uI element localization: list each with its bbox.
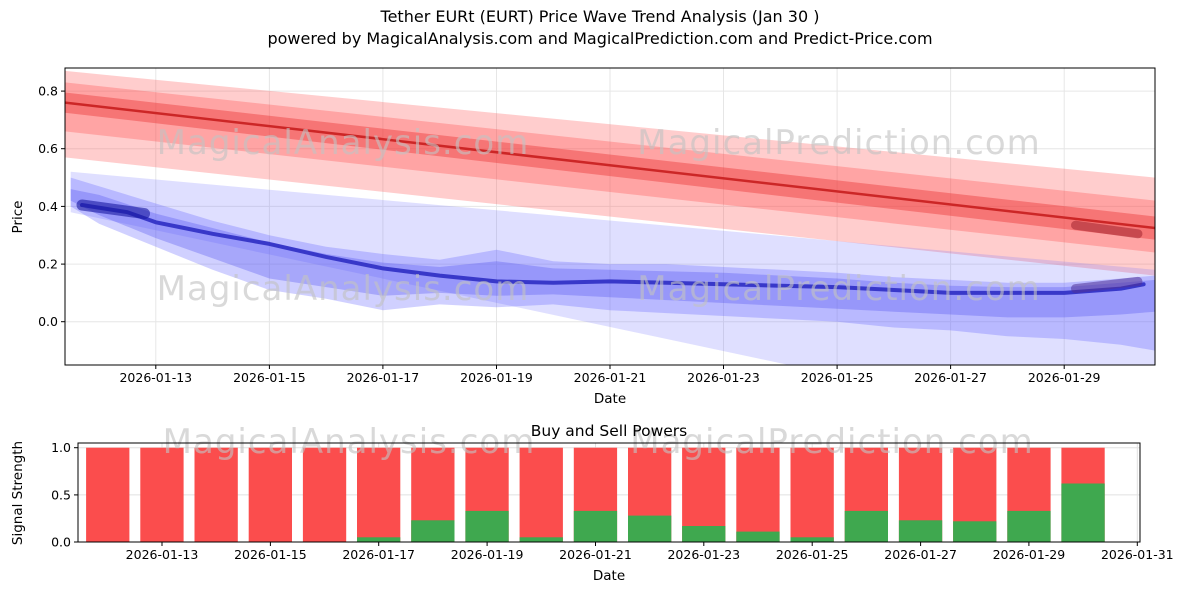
red-outer-band — [65, 70, 1155, 276]
sell-power-bar — [86, 447, 130, 542]
buy-power-bar — [519, 537, 563, 542]
buy-power-bar — [790, 537, 834, 542]
buy-power-bar — [1007, 510, 1051, 542]
buy-power-bar — [628, 515, 672, 542]
blue-outer-band — [70, 171, 1155, 365]
blue-mid-band — [70, 177, 1155, 351]
subplot-title: Buy and Sell Powers — [531, 422, 688, 440]
watermark: MagicalAnalysis.com — [157, 269, 530, 309]
watermark: MagicalPrediction.com — [637, 123, 1041, 163]
sell-power-bar — [790, 447, 834, 542]
x-tick-label: 2026-01-23 — [687, 370, 760, 385]
x-tick-label: 2026-01-17 — [347, 370, 420, 385]
x-tick-label: 2026-01-21 — [574, 370, 647, 385]
x-tick-label: 2026-01-13 — [126, 547, 199, 562]
y-tick-label: 0.6 — [38, 141, 58, 156]
y-tick-label: 0.4 — [38, 199, 58, 214]
buy-power-bar — [411, 520, 455, 542]
price-wave-chart: MagicalAnalysis.com MagicalPrediction.com… — [10, 67, 1156, 407]
x-tick-label: 2026-01-27 — [914, 370, 987, 385]
buy-sell-power-chart: MagicalAnalysis.com MagicalPrediction.com… — [10, 422, 1174, 584]
x-axis-label: Date — [594, 391, 626, 407]
buy-power-bar — [465, 510, 509, 542]
x-tick-label: 2026-01-25 — [776, 547, 849, 562]
chart-subtitle: powered by MagicalAnalysis.com and Magic… — [267, 29, 933, 48]
x-tick-label: 2026-01-27 — [884, 547, 957, 562]
sell-power-bar — [736, 447, 780, 542]
x-tick-label: 2026-01-31 — [1101, 547, 1174, 562]
buy-power-bar — [573, 510, 618, 542]
blue-core-band — [70, 189, 1155, 318]
x-tick-label: 2026-01-17 — [342, 547, 415, 562]
sell-power-bar — [248, 447, 292, 542]
buy-power-bar — [682, 526, 726, 542]
watermark: MagicalAnalysis.com — [157, 123, 530, 163]
buy-power-bar — [953, 521, 997, 542]
x-tick-label: 2026-01-19 — [451, 547, 524, 562]
x-tick-label: 2026-01-29 — [1028, 370, 1101, 385]
x-axis-label: Date — [593, 568, 625, 584]
red-end-cluster — [1071, 220, 1143, 239]
x-tick-label: 2026-01-15 — [234, 547, 307, 562]
y-tick-label: 0.2 — [38, 257, 58, 272]
buy-power-bar — [844, 510, 888, 542]
sell-power-bar — [302, 447, 347, 542]
x-tick-label: 2026-01-23 — [667, 547, 740, 562]
buy-power-bar — [898, 520, 943, 542]
buy-power-bar — [357, 537, 401, 542]
sell-power-bar — [140, 447, 184, 542]
y-axis-label: Signal Strength — [10, 441, 26, 545]
x-tick-label: 2026-01-15 — [233, 370, 306, 385]
red-trend-line — [65, 101, 1155, 230]
y-tick-label: 0.0 — [38, 314, 58, 329]
y-tick-label: 0.0 — [51, 535, 71, 550]
blue-trend-line — [80, 203, 1146, 295]
blue-end-cluster — [1071, 276, 1143, 294]
x-tick-label: 2026-01-19 — [460, 370, 533, 385]
sell-power-bar — [519, 447, 563, 542]
buy-power-bar — [736, 531, 780, 542]
watermark: MagicalPrediction.com — [630, 422, 1034, 462]
buy-power-bar — [1061, 483, 1105, 542]
x-tick-label: 2026-01-21 — [559, 547, 632, 562]
sell-power-bar — [357, 447, 401, 542]
y-tick-label: 0.8 — [38, 84, 58, 99]
chart-title: Tether EURt (EURT) Price Wave Trend Anal… — [380, 7, 820, 26]
blue-start-cluster — [76, 199, 150, 220]
x-tick-label: 2026-01-25 — [801, 370, 874, 385]
x-tick-label: 2026-01-13 — [119, 370, 192, 385]
watermark: MagicalPrediction.com — [637, 269, 1041, 309]
y-tick-label: 1.0 — [51, 440, 71, 455]
sell-power-bar — [194, 447, 238, 542]
y-axis-label: Price — [10, 201, 26, 234]
y-tick-label: 0.5 — [51, 487, 71, 502]
watermark: MagicalAnalysis.com — [163, 422, 536, 462]
x-tick-label: 2026-01-29 — [993, 547, 1066, 562]
plot-frame — [77, 442, 1141, 543]
red-inner-band — [65, 82, 1155, 253]
